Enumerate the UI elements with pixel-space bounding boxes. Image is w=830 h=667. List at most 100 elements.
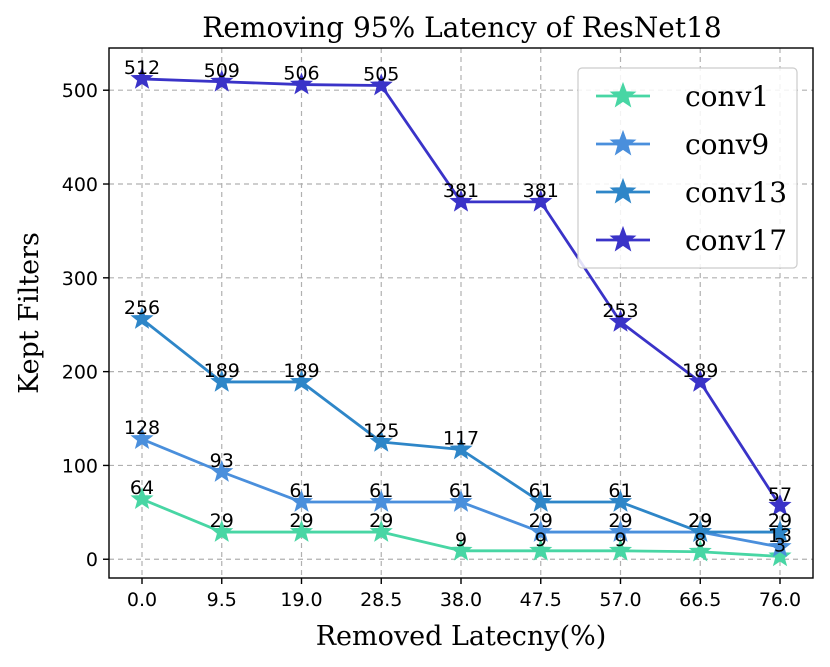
- x-tick-label: 38.0: [440, 589, 482, 611]
- y-tick-label: 500: [62, 80, 98, 102]
- y-axis-label: Kept Filters: [14, 232, 45, 394]
- data-label-conv9: 61: [449, 480, 473, 502]
- data-point-conv17: [768, 493, 792, 516]
- chart-title: Removing 95% Latency of ResNet18: [202, 11, 721, 44]
- data-point-conv13: [608, 489, 633, 512]
- data-label-conv1: 64: [130, 477, 154, 499]
- series-lines: [130, 66, 792, 567]
- data-point-conv13: [130, 306, 154, 329]
- data-point-conv13: [210, 369, 234, 392]
- grid: [109, 48, 813, 578]
- legend-label-conv1: conv1: [685, 80, 769, 113]
- data-label-conv1: 29: [289, 510, 313, 532]
- data-point-conv1: [608, 538, 633, 561]
- x-axis-label: Removed Latecny(%): [316, 621, 607, 652]
- legend-label-conv13: conv13: [685, 176, 787, 209]
- y-tick-label: 0: [86, 549, 98, 571]
- data-point-conv17: [449, 189, 473, 212]
- data-label-conv17: 253: [602, 300, 638, 322]
- legend-marker-conv1: [609, 81, 637, 108]
- data-point-conv1: [289, 519, 314, 542]
- data-label-conv9: 29: [529, 510, 553, 532]
- data-label-conv1: 9: [455, 529, 467, 551]
- data-point-conv17: [210, 69, 234, 92]
- data-label-conv13: 117: [443, 427, 479, 449]
- data-point-conv17: [289, 72, 314, 95]
- data-label-conv17: 57: [768, 484, 792, 506]
- data-label-conv1: 8: [694, 530, 706, 552]
- data-label-conv17: 509: [204, 60, 240, 82]
- legend-marker-conv9: [609, 129, 637, 156]
- data-label-conv1: 29: [210, 510, 234, 532]
- data-point-conv17: [130, 66, 154, 89]
- legend-marker-conv13: [609, 177, 637, 204]
- data-label-conv9: 61: [289, 480, 313, 502]
- data-point-conv17: [688, 369, 712, 392]
- data-label-conv13: 29: [768, 510, 792, 532]
- data-label-conv17: 189: [682, 360, 718, 382]
- x-tick-label: 19.0: [280, 589, 322, 611]
- legend-box: [577, 67, 798, 269]
- data-label-conv13: 125: [363, 420, 399, 442]
- data-point-conv1: [768, 544, 792, 567]
- x-tick-label: 9.5: [207, 589, 237, 611]
- data-label-conv13: 189: [204, 360, 240, 382]
- x-tick-label: 28.5: [360, 589, 402, 611]
- data-label-conv13: 29: [688, 510, 712, 532]
- data-label-conv13: 189: [283, 360, 319, 382]
- data-point-conv13: [289, 369, 314, 392]
- data-point-conv9: [369, 489, 393, 512]
- data-point-conv13: [529, 489, 553, 512]
- data-label-conv1: 29: [369, 510, 393, 532]
- data-point-conv17: [529, 189, 553, 212]
- plot-frame: [108, 47, 814, 579]
- data-point-conv13: [768, 519, 792, 542]
- y-tick-label: 200: [62, 362, 98, 384]
- data-label-conv17: 505: [363, 64, 399, 86]
- legend-marker-conv17: [609, 225, 637, 252]
- x-tick-label: 0.0: [127, 589, 157, 611]
- data-label-conv1: 9: [535, 529, 547, 551]
- data-point-conv9: [529, 519, 553, 542]
- data-point-conv9: [449, 489, 473, 512]
- legend-label-conv17: conv17: [685, 224, 787, 257]
- data-point-conv1: [449, 538, 473, 561]
- data-label-conv13: 61: [608, 480, 632, 502]
- data-point-conv17: [608, 309, 633, 332]
- data-point-conv9: [768, 534, 792, 557]
- data-point-conv9: [289, 489, 314, 512]
- data-label-conv1: 9: [614, 529, 626, 551]
- legend-label-conv9: conv9: [685, 128, 769, 161]
- x-tick-label: 47.5: [520, 589, 562, 611]
- data-point-conv13: [688, 519, 712, 542]
- y-tick-label: 300: [62, 268, 98, 290]
- data-point-conv17: [369, 73, 393, 96]
- data-label-conv17: 506: [283, 63, 319, 85]
- data-point-conv9: [130, 427, 154, 449]
- data-label-conv9: 29: [608, 510, 632, 532]
- data-point-conv9: [608, 519, 633, 542]
- x-tick-label: 76.0: [759, 589, 801, 611]
- data-label-conv17: 381: [443, 180, 479, 202]
- x-tick-label: 66.5: [679, 589, 721, 611]
- data-point-conv9: [210, 459, 234, 482]
- data-point-conv1: [210, 519, 234, 542]
- data-label-conv17: 512: [124, 57, 160, 79]
- data-point-conv1: [688, 539, 712, 562]
- x-tick-label: 57.0: [599, 589, 641, 611]
- data-label-conv17: 381: [523, 180, 559, 202]
- data-point-conv13: [449, 437, 473, 460]
- data-point-conv1: [130, 487, 154, 510]
- data-label-conv13: 61: [529, 480, 553, 502]
- data-label-conv9: 13: [768, 525, 792, 547]
- data-label-conv9: 93: [210, 450, 234, 472]
- data-label-conv9: 61: [369, 480, 393, 502]
- y-tick-label: 100: [62, 455, 98, 477]
- y-tick-label: 400: [62, 174, 98, 196]
- data-point-conv1: [369, 519, 393, 542]
- data-label-conv9: 128: [124, 417, 160, 439]
- legend: conv1 conv9 conv13 conv17: [577, 67, 798, 269]
- axis-ticks: 0.0 9.5 19.0 28.5 38.0 47.5 57.0 66.5 76.0 0 100 20…: [62, 80, 801, 611]
